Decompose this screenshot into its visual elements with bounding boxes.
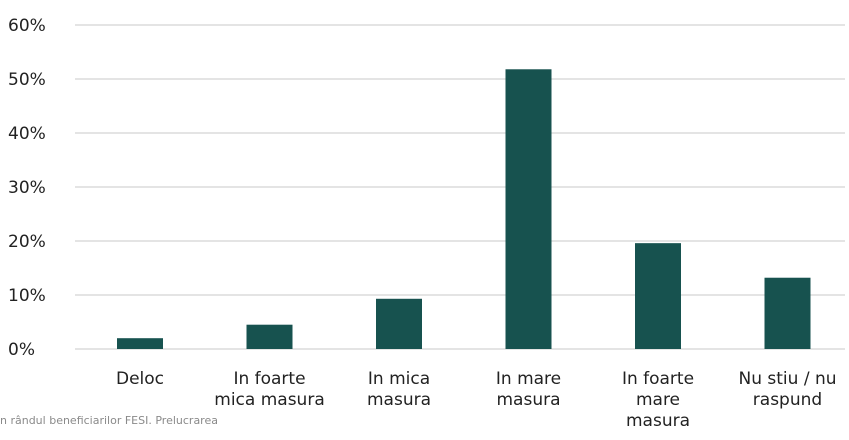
source-note: n rândul beneficiarilor FESI. Prelucrare… (0, 414, 218, 427)
x-category-label-line: masura (626, 411, 690, 431)
x-category-label-line: In foarte (622, 369, 694, 389)
y-tick-label: 30% (8, 178, 46, 198)
y-axis-ticks: 0% 10% 20% 30% 40% 50% 60% (8, 16, 46, 360)
x-category-label-line: Nu stiu / nu (739, 369, 837, 389)
x-category-label-line: In foarte (233, 369, 305, 389)
x-category-label: In foarte mare masura (622, 369, 694, 431)
y-tick-label: 10% (8, 286, 46, 306)
x-category-label: In foarte mica masura (214, 369, 324, 410)
x-category-label-line: In mare (496, 369, 561, 389)
bar (376, 298, 422, 349)
x-category-label: In mica masura (367, 369, 431, 410)
y-tick-label: 50% (8, 70, 46, 90)
y-tick-label: 20% (8, 232, 46, 252)
x-category-label-line: mica masura (214, 390, 324, 410)
y-tick-label: 40% (8, 124, 46, 144)
bar (635, 243, 681, 349)
x-category-label: In mare masura (496, 369, 561, 410)
bar (764, 277, 811, 349)
bar (246, 324, 293, 349)
grid-layer (75, 24, 845, 350)
bar (117, 338, 163, 349)
x-category-label-line: mare (636, 390, 680, 410)
x-category-label-line: Deloc (116, 369, 164, 389)
y-tick-label: 60% (8, 16, 46, 36)
y-tick-label: 0% (8, 340, 35, 360)
x-category-label-line: In mica (368, 369, 430, 389)
x-category-label: Nu stiu / nu raspund (739, 369, 837, 410)
bars-layer (117, 69, 811, 349)
x-category-label-line: raspund (753, 390, 822, 410)
x-category-label-line: masura (367, 390, 431, 410)
bar (505, 69, 552, 349)
x-category-label: Deloc (116, 369, 164, 389)
x-category-label-line: masura (496, 390, 560, 410)
